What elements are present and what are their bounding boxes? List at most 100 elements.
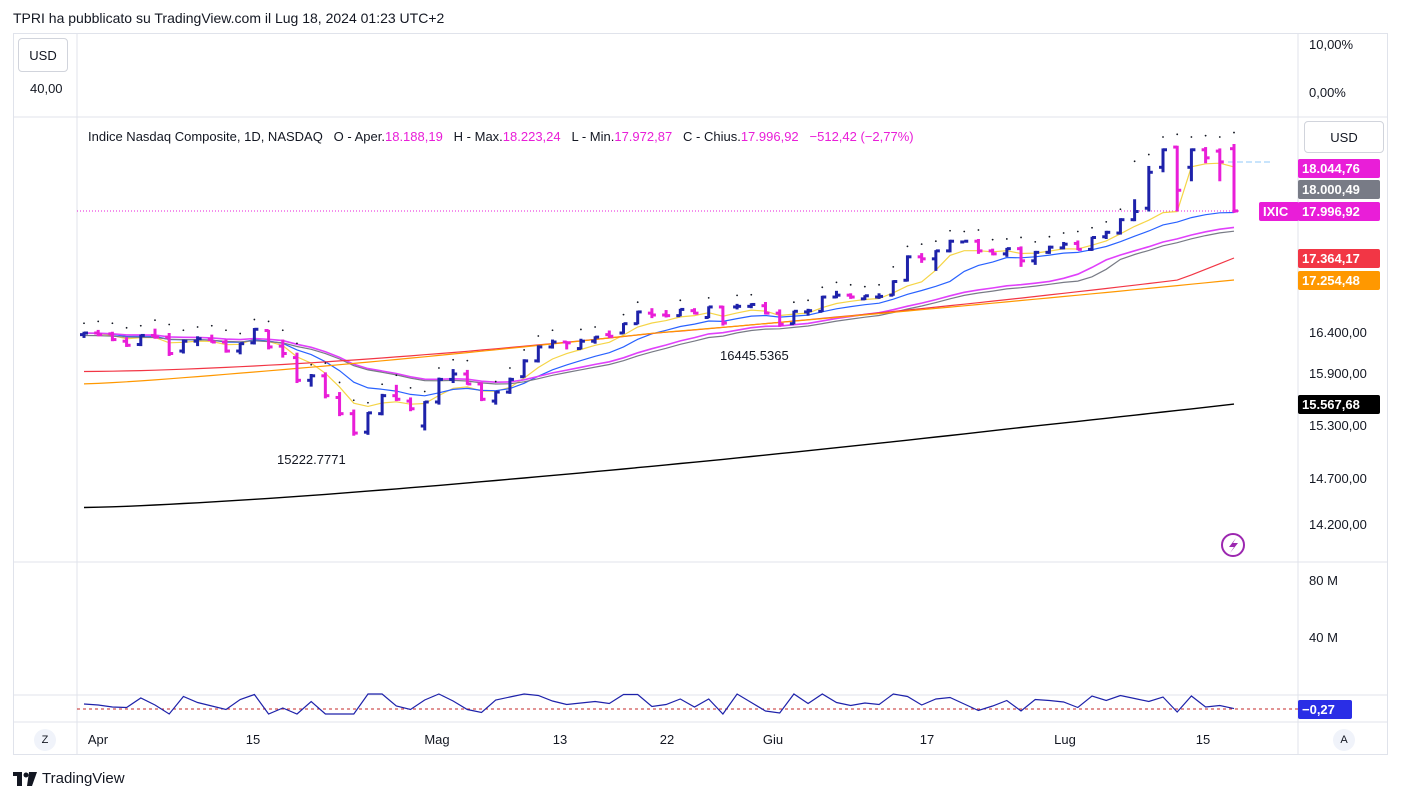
legend-open-value: 18.188,19 <box>384 129 443 144</box>
sar-dot <box>367 401 369 404</box>
ohlc-bar <box>662 310 671 318</box>
sar-dot <box>792 301 795 304</box>
ohlc-legend: Indice Nasdaq Composite, 1D, NASDAQ O - … <box>88 129 914 144</box>
ohlc-bar <box>136 333 145 347</box>
ohlc-bar <box>392 384 401 402</box>
ma-magenta-line <box>83 226 1235 384</box>
ohlc-bar <box>1159 148 1168 173</box>
indicator-line <box>83 693 1235 715</box>
price-tick: 16.400,00 <box>1309 325 1367 340</box>
sar-dot <box>267 320 270 323</box>
time-tick: 13 <box>552 732 568 747</box>
ohlc-bar <box>491 390 500 405</box>
sar-dot <box>636 301 639 304</box>
ohlc-bar <box>406 397 415 412</box>
legend-close-value: 17.996,92 <box>740 129 799 144</box>
sar-dot <box>1034 241 1037 243</box>
price-tick: 15.900,00 <box>1309 366 1367 381</box>
ohlc-bar <box>619 322 628 335</box>
price-tick: 14.700,00 <box>1309 471 1367 486</box>
ohlc-bar <box>1215 148 1224 182</box>
sar-dot <box>452 358 455 361</box>
sar-dot <box>807 299 809 302</box>
ohlc-bar <box>94 329 103 337</box>
ohlc-bar <box>690 308 699 315</box>
sar-dot <box>409 386 412 389</box>
sar-dot <box>523 349 526 351</box>
ohlc-bar <box>221 339 230 353</box>
ohlc-bar <box>633 310 642 326</box>
legend-high-value: 18.223,24 <box>502 129 561 144</box>
ohlc-bar <box>321 372 330 399</box>
time-tick: 15 <box>245 732 261 747</box>
ohlc-bar <box>576 338 585 351</box>
price-currency-button[interactable]: USD <box>1304 121 1384 153</box>
ohlc-bar <box>363 411 372 435</box>
tradingview-icon <box>13 771 37 786</box>
ohlc-bar <box>960 239 969 244</box>
time-tick: 17 <box>919 732 935 747</box>
ohlc-bar <box>534 345 543 363</box>
ohlc-bar <box>278 339 287 358</box>
sar-dot <box>863 285 866 288</box>
ohlc-bar <box>477 382 486 402</box>
time-tick: 15 <box>1195 732 1211 747</box>
price-label-middle: 18.000,49 <box>1298 180 1380 199</box>
lightning-icon[interactable] <box>1221 533 1245 557</box>
sar-dot <box>1091 226 1093 229</box>
sar-dot <box>977 229 980 231</box>
sar-dot <box>949 229 951 232</box>
ohlc-bar <box>1002 247 1011 257</box>
sar-dot <box>494 380 497 383</box>
ohlc-bar <box>1230 143 1238 213</box>
sar-dot <box>83 322 85 325</box>
top-currency-button[interactable]: USD <box>18 38 68 72</box>
ohlc-bar <box>605 330 614 338</box>
ohlc-bar <box>931 249 940 271</box>
ohlc-bar <box>307 374 316 387</box>
ma-red-line <box>83 257 1235 373</box>
time-tick: Giu <box>762 732 784 747</box>
ohlc-bar <box>1031 250 1040 265</box>
price-label-last: 17.996,92 <box>1298 202 1380 221</box>
ohlc-bar <box>207 334 216 344</box>
sar-dot <box>1119 208 1122 211</box>
sar-dot <box>225 329 227 332</box>
ohlc-bar <box>1201 147 1210 164</box>
sar-dot <box>296 342 298 345</box>
ma-orange-line <box>83 279 1235 385</box>
ma-gray-line <box>83 230 1235 385</box>
annotation-low: 15222.7771 <box>277 452 346 467</box>
sar-dot <box>395 374 398 377</box>
ohlc-bar <box>193 336 202 347</box>
ohlc-bar <box>860 294 869 301</box>
ohlc-bar <box>1017 246 1026 267</box>
indicator-label: −0,27 <box>1298 700 1352 719</box>
auto-scale-button[interactable]: A <box>1333 729 1355 751</box>
sar-dot <box>1062 232 1065 234</box>
ohlc-bars <box>80 143 1238 436</box>
legend-open-label: O - Aper. <box>333 129 385 144</box>
legend-close-label: C - Chius. <box>683 129 741 144</box>
ohlc-bar <box>108 331 117 342</box>
ohlc-bar <box>946 239 955 253</box>
parabolic-sar-dots <box>83 131 1235 404</box>
ohlc-bar <box>733 303 742 310</box>
ohlc-bar <box>889 280 898 297</box>
legend-low-label: L - Min. <box>571 129 615 144</box>
scale-z-button[interactable]: Z <box>34 729 56 751</box>
sar-dot <box>934 240 937 243</box>
legend-low-value: 17.972,87 <box>614 129 673 144</box>
sar-dot <box>1020 236 1022 239</box>
sar-dot <box>111 322 114 325</box>
sar-dot <box>679 299 682 302</box>
price-label-red-ma: 17.364,17 <box>1298 249 1380 268</box>
sar-dot <box>849 283 852 286</box>
time-tick: Mag <box>424 732 450 747</box>
sar-dot <box>381 383 384 386</box>
tradingview-logo[interactable]: TradingView <box>13 770 125 787</box>
ohlc-bar <box>917 253 926 263</box>
time-tick: 22 <box>659 732 675 747</box>
time-tick: Lug <box>1054 732 1076 747</box>
